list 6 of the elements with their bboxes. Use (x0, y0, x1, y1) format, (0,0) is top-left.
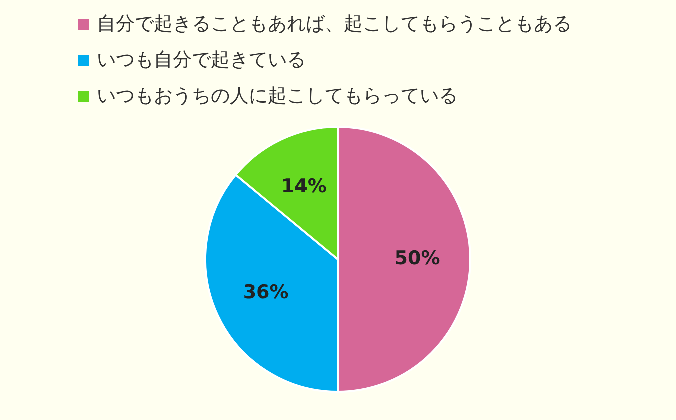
legend-label: いつも自分で起きている (97, 48, 306, 73)
data-label: 36% (243, 281, 289, 304)
legend-label: 自分で起きることもあれば、起こしてもらうこともある (97, 12, 572, 37)
legend-label: いつもおうちの人に起こしてもらっている (97, 84, 458, 109)
data-label: 14% (281, 176, 327, 198)
data-label: 50% (394, 247, 440, 270)
